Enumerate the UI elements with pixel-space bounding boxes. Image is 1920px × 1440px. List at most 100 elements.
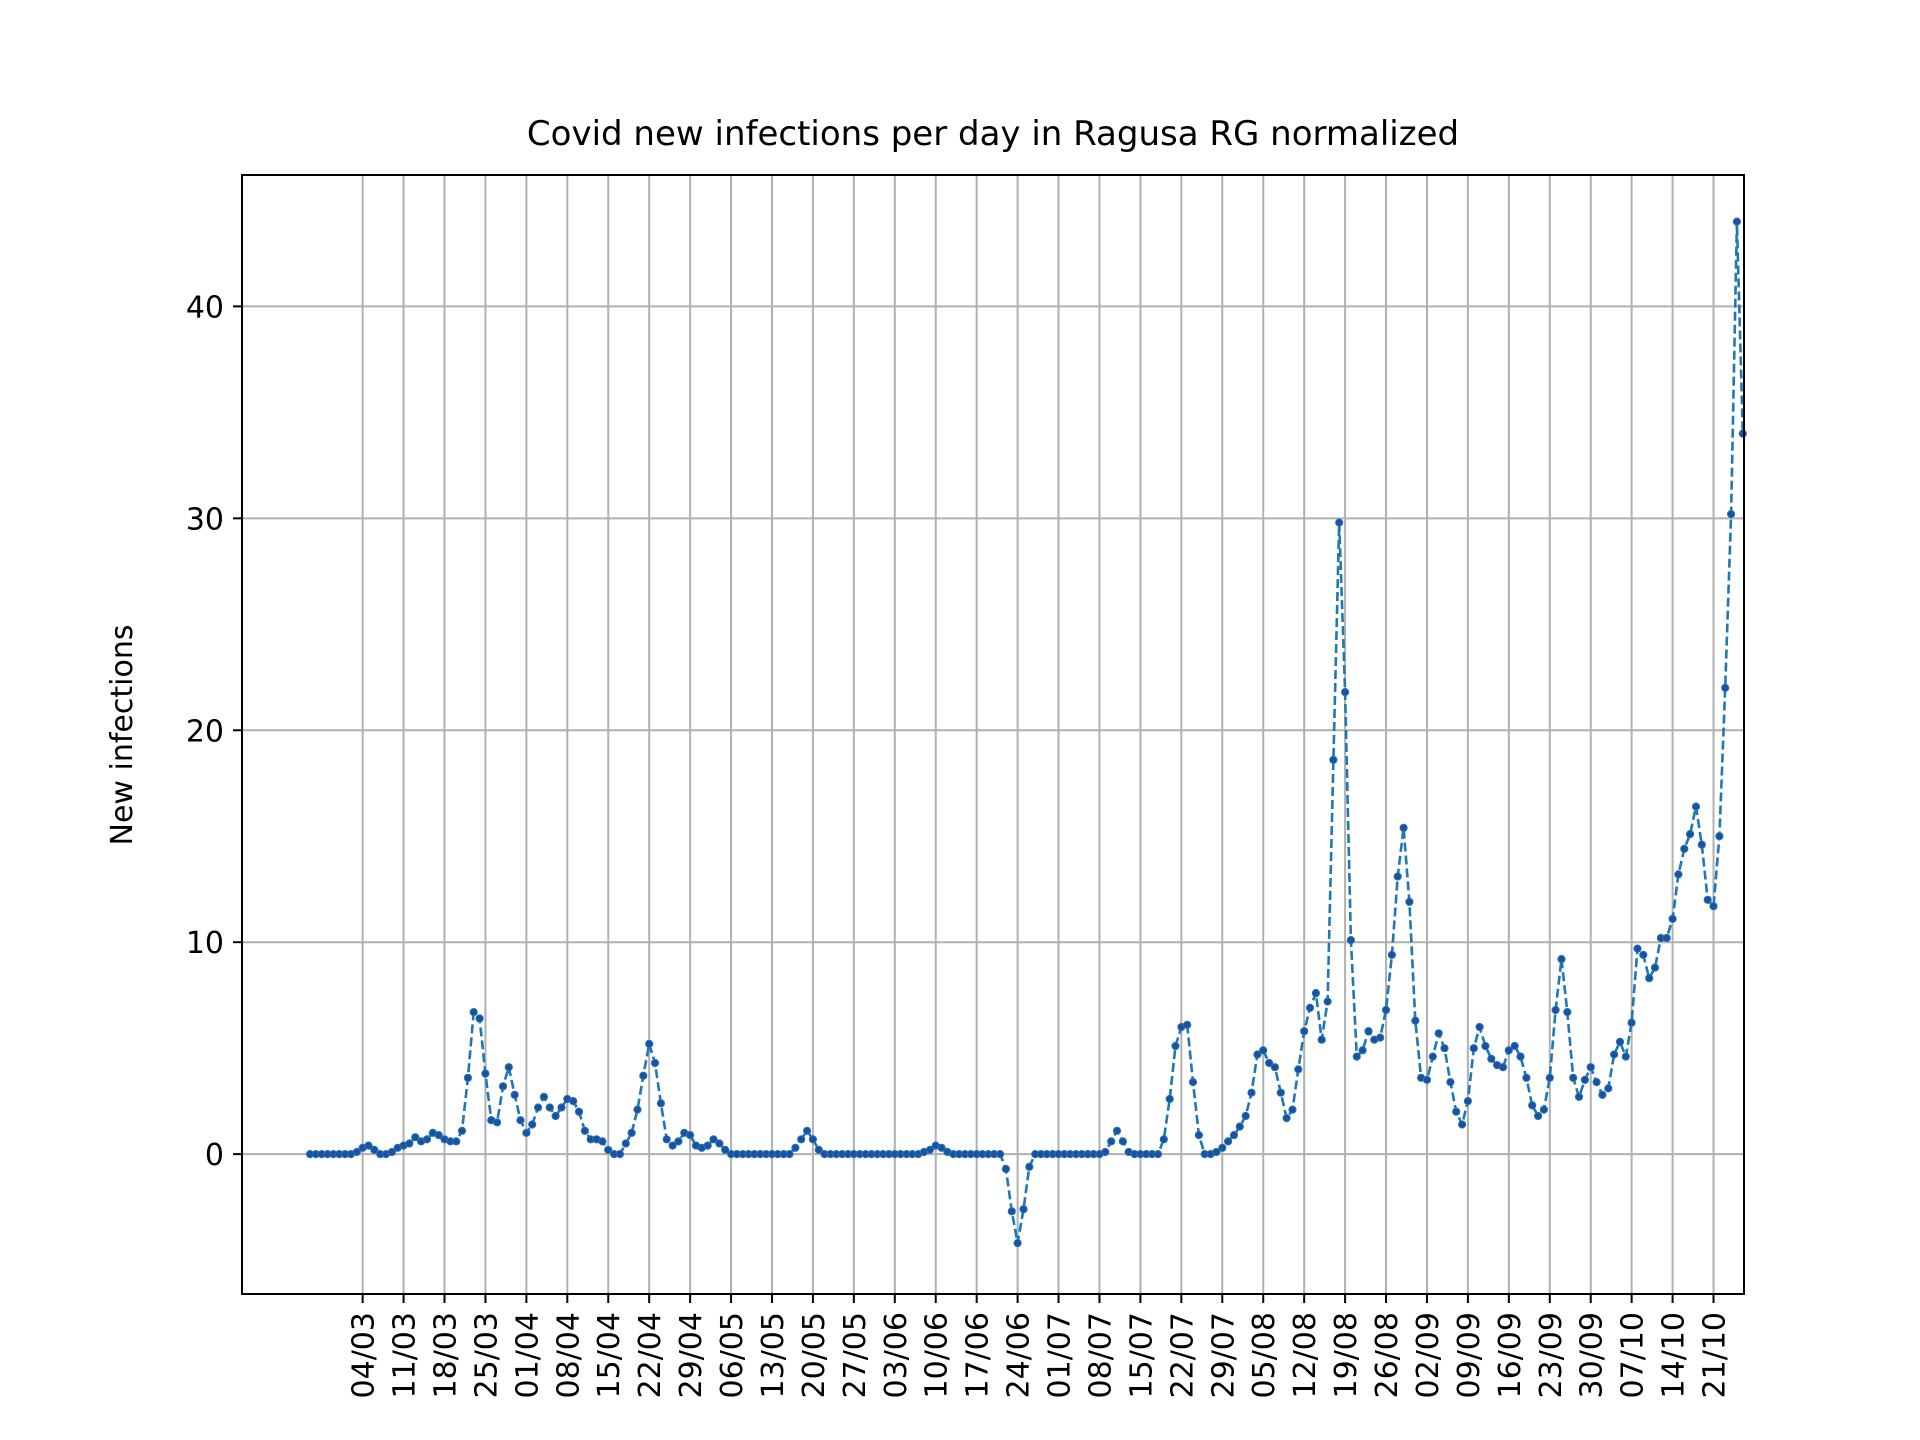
data-point	[1452, 1107, 1461, 1116]
data-point	[1428, 1052, 1437, 1061]
y-tick-label: 10	[186, 926, 224, 961]
data-point	[1194, 1131, 1204, 1140]
data-point	[1376, 1033, 1385, 1042]
data-point	[1212, 1147, 1221, 1157]
data-point	[1224, 1137, 1233, 1146]
data-point	[1691, 802, 1701, 811]
x-tick-label: 04/03	[347, 1312, 382, 1398]
x-tick-label: 25/03	[469, 1312, 504, 1398]
series-line	[310, 220, 1745, 1245]
data-point	[1697, 840, 1706, 849]
data-point	[539, 1092, 549, 1102]
data-point	[1165, 1094, 1174, 1104]
x-tick-label: 22/07	[1165, 1312, 1200, 1398]
data-point	[645, 1039, 654, 1049]
x-tick-label: 08/04	[551, 1312, 586, 1398]
x-tick-label: 01/04	[510, 1312, 545, 1398]
data-point	[703, 1141, 712, 1150]
data-point	[1610, 1050, 1619, 1059]
x-tick-label: 09/09	[1452, 1312, 1487, 1398]
data-point	[1346, 936, 1356, 945]
data-point	[1007, 1207, 1016, 1216]
data-point	[1668, 914, 1677, 924]
x-tick-label: 24/06	[1002, 1312, 1037, 1398]
data-point	[1738, 429, 1747, 438]
data-point	[1528, 1101, 1537, 1110]
data-point	[1703, 895, 1712, 904]
data-point	[808, 1135, 818, 1144]
data-point	[498, 1082, 508, 1091]
data-point	[1727, 509, 1736, 519]
x-tick-label: 08/07	[1083, 1312, 1118, 1398]
x-tick-label: 21/10	[1698, 1312, 1733, 1398]
data-point	[1586, 1063, 1595, 1072]
x-tick-label: 23/09	[1534, 1312, 1569, 1398]
data-point	[1557, 955, 1566, 964]
data-point	[1001, 1164, 1011, 1174]
data-point	[1341, 688, 1350, 697]
data-point	[1270, 1063, 1280, 1072]
data-point	[1294, 1065, 1303, 1074]
data-point	[1487, 1054, 1496, 1063]
x-tick-label: 01/07	[1043, 1312, 1078, 1398]
data-point	[1662, 933, 1671, 943]
data-point	[574, 1107, 584, 1116]
data-point	[604, 1145, 613, 1155]
y-tick-label: 20	[186, 714, 224, 749]
data-point	[1101, 1147, 1110, 1157]
data-point	[522, 1128, 531, 1138]
data-point	[1241, 1111, 1250, 1121]
data-point	[1604, 1084, 1613, 1093]
x-tick-label: 06/05	[715, 1312, 750, 1398]
data-point	[469, 1008, 478, 1017]
data-point	[1159, 1135, 1168, 1144]
data-point	[1393, 872, 1402, 881]
data-point	[1253, 1050, 1262, 1059]
data-point	[1545, 1073, 1554, 1082]
data-point	[925, 1145, 935, 1155]
data-point	[1329, 755, 1338, 765]
data-point	[1615, 1037, 1625, 1046]
data-point	[1171, 1041, 1180, 1051]
data-point	[516, 1116, 525, 1125]
x-tick-label: 19/08	[1329, 1312, 1364, 1398]
x-tick-label: 16/09	[1493, 1312, 1528, 1398]
data-point	[1381, 1005, 1391, 1015]
data-point	[1475, 1022, 1484, 1032]
data-point	[709, 1135, 718, 1144]
data-point	[1118, 1137, 1128, 1146]
data-point	[1387, 950, 1397, 960]
data-point	[791, 1143, 800, 1152]
data-point	[551, 1111, 560, 1121]
data-point	[1218, 1143, 1227, 1152]
data-point	[1335, 518, 1344, 527]
chart-title: Covid new infections per day in Ragusa R…	[527, 114, 1459, 154]
data-point	[1288, 1105, 1297, 1114]
data-point	[996, 1150, 1005, 1159]
data-point	[352, 1147, 361, 1157]
x-tick-label: 05/08	[1247, 1312, 1282, 1398]
data-point	[639, 1071, 648, 1080]
data-point	[1411, 1016, 1420, 1025]
x-tick-label: 17/06	[961, 1312, 996, 1398]
data-point	[545, 1103, 554, 1112]
data-point	[1580, 1075, 1590, 1085]
x-tick-label: 20/05	[797, 1312, 832, 1398]
data-point	[364, 1141, 373, 1150]
data-point	[528, 1120, 537, 1129]
x-tick-label: 02/09	[1411, 1312, 1446, 1398]
data-point	[457, 1126, 467, 1135]
data-point	[1300, 1027, 1309, 1036]
data-point	[370, 1145, 379, 1155]
data-point	[621, 1139, 630, 1148]
y-axis-label: New infections	[105, 625, 140, 846]
data-point	[803, 1126, 812, 1135]
data-point	[785, 1150, 794, 1159]
data-point	[1025, 1162, 1034, 1171]
data-point	[1399, 823, 1408, 832]
data-point	[557, 1103, 566, 1112]
grid-lines	[242, 175, 1744, 1294]
data-point	[1276, 1088, 1285, 1097]
data-point	[674, 1137, 683, 1146]
